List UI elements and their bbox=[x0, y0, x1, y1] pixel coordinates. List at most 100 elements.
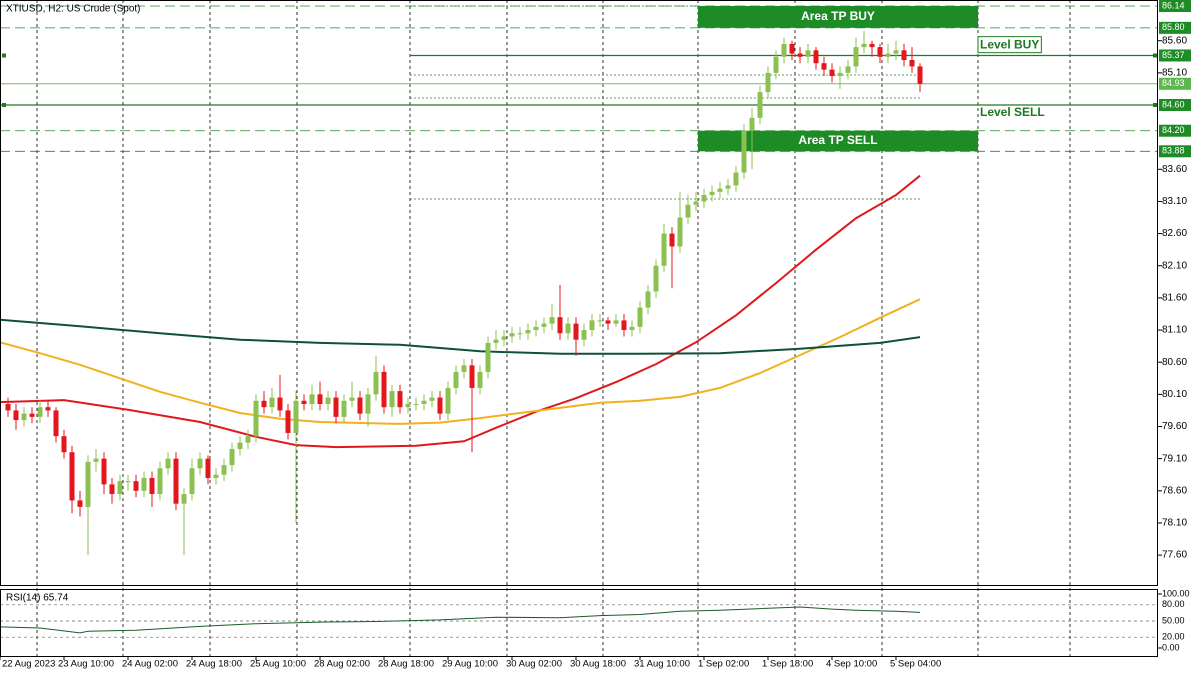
candle-body bbox=[661, 233, 667, 266]
candle-body bbox=[389, 391, 395, 408]
price-label: 83.88 bbox=[1162, 146, 1185, 156]
price-label: 85.80 bbox=[1162, 22, 1185, 32]
candle-body bbox=[101, 458, 107, 485]
y-tick-label: 82.10 bbox=[1162, 260, 1187, 271]
candle-body bbox=[781, 43, 787, 57]
candle-body bbox=[461, 365, 467, 372]
y-tick-label: 78.60 bbox=[1162, 485, 1187, 496]
candle-body bbox=[477, 371, 483, 388]
candle-body bbox=[557, 317, 563, 334]
candle-body bbox=[533, 326, 539, 331]
candle-body bbox=[85, 461, 91, 507]
y-tick-label: 85.10 bbox=[1162, 67, 1187, 78]
candle-body bbox=[13, 410, 19, 421]
price-label: 85.37 bbox=[1162, 50, 1185, 60]
candle-body bbox=[213, 474, 219, 478]
candle-body bbox=[861, 43, 867, 48]
candle-body bbox=[717, 188, 723, 192]
candle-body bbox=[237, 442, 243, 450]
candle-body bbox=[437, 397, 443, 414]
candle-body bbox=[445, 387, 451, 414]
level-label: Level BUY bbox=[980, 38, 1039, 52]
candle-body bbox=[597, 320, 603, 322]
candle-body bbox=[333, 397, 339, 417]
candle-body bbox=[693, 201, 699, 205]
candle-body bbox=[589, 320, 595, 331]
level-anchor bbox=[1153, 53, 1157, 58]
level-label: Level SELL bbox=[980, 105, 1045, 119]
moving-average bbox=[0, 318, 921, 355]
x-tick-label: 1 Sep 18:00 bbox=[762, 659, 813, 670]
price-label-box bbox=[1159, 145, 1191, 158]
candle-body bbox=[133, 481, 139, 491]
y-tick-label: 77.60 bbox=[1162, 550, 1187, 561]
candle-body bbox=[797, 53, 803, 57]
chart-title: XTIUSD, H2: US Crude (Spot) bbox=[6, 4, 140, 15]
price-label-box bbox=[1159, 77, 1191, 90]
candle-body bbox=[405, 403, 411, 408]
candle-body bbox=[189, 468, 195, 495]
candle-body bbox=[181, 494, 187, 504]
candle-body bbox=[45, 407, 51, 411]
candle-body bbox=[381, 371, 387, 408]
candle-body bbox=[629, 326, 635, 331]
candle-body bbox=[469, 365, 475, 388]
candle-body bbox=[885, 53, 891, 57]
candle-body bbox=[285, 410, 291, 433]
y-tick-label: 79.60 bbox=[1162, 421, 1187, 432]
candle-body bbox=[765, 72, 771, 93]
candle-body bbox=[293, 400, 299, 433]
candle-body bbox=[909, 59, 915, 67]
y-tick-label: 83.10 bbox=[1162, 196, 1187, 207]
y-tick-label: 83.60 bbox=[1162, 164, 1187, 175]
candle-body bbox=[349, 397, 355, 401]
price-label-box bbox=[1159, 21, 1191, 34]
rsi-tick-label: 0.00 bbox=[1162, 642, 1180, 652]
candle-body bbox=[829, 69, 835, 77]
candle-body bbox=[621, 320, 627, 331]
x-tick-label: 23 Aug 10:00 bbox=[58, 659, 114, 670]
x-tick-label: 5 Sep 04:00 bbox=[890, 659, 941, 670]
candle-body bbox=[61, 436, 67, 453]
level-anchor bbox=[1153, 103, 1157, 108]
y-tick-label: 78.10 bbox=[1162, 518, 1187, 529]
price-label: 86.14 bbox=[1162, 0, 1185, 10]
x-tick-label: 30 Aug 18:00 bbox=[570, 659, 626, 670]
candle-body bbox=[413, 403, 419, 405]
candle-body bbox=[549, 317, 555, 324]
x-tick-label: 4 Sep 10:00 bbox=[826, 659, 877, 670]
candle-body bbox=[173, 458, 179, 504]
x-tick-label: 24 Aug 02:00 bbox=[122, 659, 178, 670]
candle-body bbox=[245, 436, 251, 443]
x-tick-label: 29 Aug 10:00 bbox=[442, 659, 498, 670]
area-label: Area TP SELL bbox=[798, 133, 877, 147]
x-tick-label: 22 Aug 2023 bbox=[2, 659, 55, 670]
candle-body bbox=[637, 307, 643, 327]
price-label-box bbox=[1159, 99, 1191, 112]
candle-body bbox=[205, 458, 211, 478]
candle-body bbox=[845, 66, 851, 73]
rsi-tick-label: 20.00 bbox=[1162, 632, 1185, 642]
candle-body bbox=[357, 397, 363, 414]
candle-body bbox=[301, 400, 307, 404]
candle-body bbox=[613, 320, 619, 324]
candle-body bbox=[421, 400, 427, 404]
y-tick-label: 85.60 bbox=[1162, 35, 1187, 46]
price-label-box bbox=[1159, 124, 1191, 137]
candle-body bbox=[517, 333, 523, 335]
price-frame bbox=[0, 0, 1158, 586]
candle-body bbox=[789, 43, 795, 54]
x-tick-label: 28 Aug 18:00 bbox=[378, 659, 434, 670]
rsi-tick-label: 100.00 bbox=[1162, 588, 1190, 598]
candle-body bbox=[261, 400, 267, 408]
y-tick-label: 81.60 bbox=[1162, 293, 1187, 304]
candle-body bbox=[141, 477, 147, 491]
candle-body bbox=[805, 50, 811, 57]
candle-body bbox=[725, 185, 731, 189]
x-tick-label: 1 Sep 02:00 bbox=[698, 659, 749, 670]
candle-body bbox=[565, 323, 571, 334]
rsi-tick-label: 80.00 bbox=[1162, 599, 1185, 609]
area-box bbox=[698, 5, 978, 28]
y-tick-label: 80.10 bbox=[1162, 389, 1187, 400]
